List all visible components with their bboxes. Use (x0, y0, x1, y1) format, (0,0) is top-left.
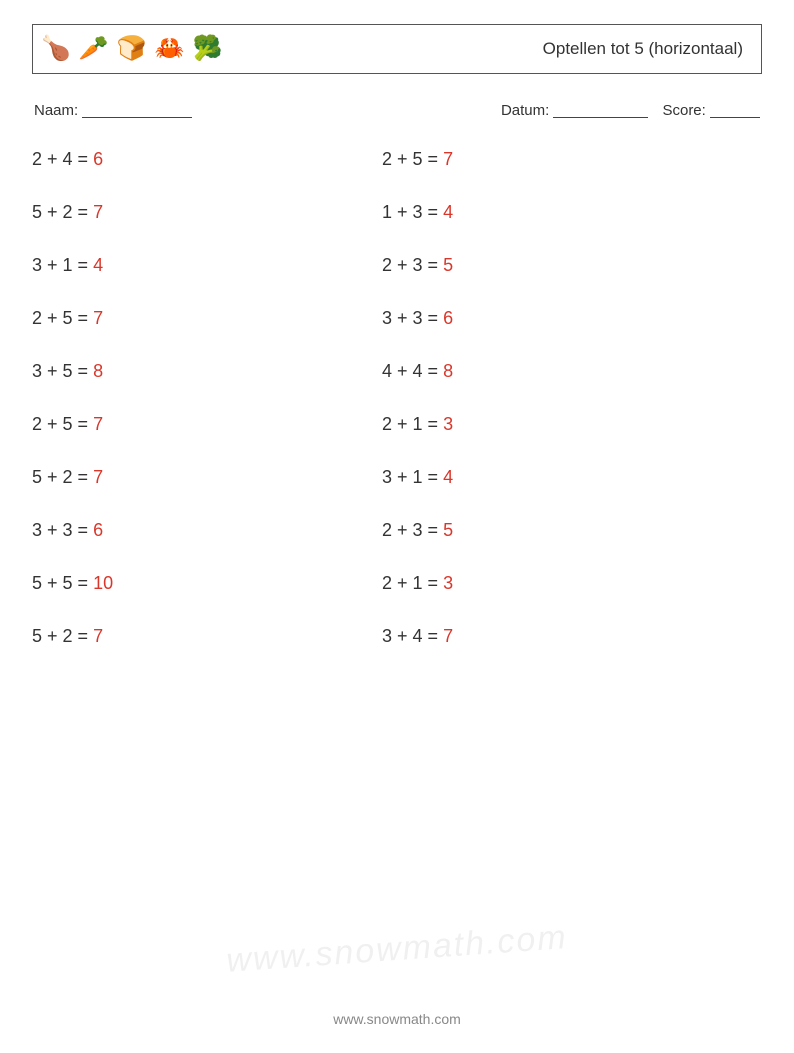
problem: 2 + 1 = 3 (382, 414, 732, 435)
problem: 2 + 5 = 7 (32, 308, 382, 329)
problem-answer: 6 (93, 520, 103, 540)
score-label: Score: (662, 102, 705, 119)
problem-expression: 2 + 4 = (32, 149, 93, 169)
problem: 2 + 5 = 7 (382, 149, 732, 170)
problem-expression: 3 + 3 = (382, 308, 443, 328)
problems-col-left: 2 + 4 = 6 5 + 2 = 7 3 + 1 = 4 2 + 5 = 7 3 + … (32, 149, 382, 679)
problem-answer: 7 (93, 467, 103, 487)
bread-icon: 🍞 (117, 37, 147, 61)
problem-expression: 3 + 5 = (32, 361, 93, 381)
name-label: Naam: (34, 102, 78, 119)
header-box: 🍗 🥕 🍞 🦀 🥦 Optellen tot 5 (horizontaal) (32, 24, 762, 74)
problem: 3 + 1 = 4 (32, 255, 382, 276)
meta-row: Naam: Datum: Score: (32, 102, 762, 119)
footer-url: www.snowmath.com (0, 1011, 794, 1027)
problem-expression: 2 + 5 = (32, 414, 93, 434)
problem-answer: 10 (93, 573, 113, 593)
problem-expression: 2 + 3 = (382, 520, 443, 540)
score-blank[interactable] (710, 117, 760, 118)
problem-expression: 2 + 1 = (382, 573, 443, 593)
problem-answer: 5 (443, 255, 453, 275)
problem-expression: 3 + 4 = (382, 626, 443, 646)
problem: 2 + 5 = 7 (32, 414, 382, 435)
problem-answer: 4 (443, 467, 453, 487)
problem: 3 + 5 = 8 (32, 361, 382, 382)
problem: 2 + 1 = 3 (382, 573, 732, 594)
problem: 5 + 5 = 10 (32, 573, 382, 594)
problem: 1 + 3 = 4 (382, 202, 732, 223)
problems-col-right: 2 + 5 = 7 1 + 3 = 4 2 + 3 = 5 3 + 3 = 6 4 + … (382, 149, 732, 679)
problem-answer: 7 (443, 149, 453, 169)
problem-expression: 5 + 5 = (32, 573, 93, 593)
problem-answer: 7 (93, 414, 103, 434)
crab-icon: 🦀 (155, 37, 185, 61)
problem-expression: 3 + 1 = (382, 467, 443, 487)
problem-answer: 3 (443, 414, 453, 434)
date-label: Datum: (501, 102, 549, 119)
problem-answer: 3 (443, 573, 453, 593)
problem-expression: 1 + 3 = (382, 202, 443, 222)
problem: 3 + 4 = 7 (382, 626, 732, 647)
problem-answer: 7 (93, 626, 103, 646)
problem: 3 + 3 = 6 (382, 308, 732, 329)
problem: 2 + 3 = 5 (382, 520, 732, 541)
problem-expression: 5 + 2 = (32, 467, 93, 487)
problem-answer: 7 (93, 202, 103, 222)
problem-answer: 7 (443, 626, 453, 646)
date-blank[interactable] (553, 117, 648, 118)
problem-expression: 3 + 1 = (32, 255, 93, 275)
problem: 3 + 3 = 6 (32, 520, 382, 541)
meta-name: Naam: (34, 102, 192, 119)
worksheet-title: Optellen tot 5 (horizontaal) (543, 39, 743, 59)
problems-grid: 2 + 4 = 65 + 2 = 73 + 1 = 42 + 5 = 73 + … (32, 149, 762, 679)
problem-answer: 8 (443, 361, 453, 381)
watermark: www.snowmath.com (225, 918, 569, 981)
problem-expression: 4 + 4 = (382, 361, 443, 381)
problem: 4 + 4 = 8 (382, 361, 732, 382)
problem: 2 + 3 = 5 (382, 255, 732, 276)
problem: 3 + 1 = 4 (382, 467, 732, 488)
problem: 2 + 4 = 6 (32, 149, 382, 170)
problem: 5 + 2 = 7 (32, 467, 382, 488)
problem-answer: 4 (443, 202, 453, 222)
meta-score: Score: (662, 102, 760, 119)
problem-answer: 6 (93, 149, 103, 169)
problem: 5 + 2 = 7 (32, 202, 382, 223)
header-icons: 🍗 🥕 🍞 🦀 🥦 (41, 37, 222, 61)
problem-expression: 2 + 1 = (382, 414, 443, 434)
carrot-icon: 🥕 (79, 37, 109, 61)
meta-date: Datum: (501, 102, 649, 119)
problem-answer: 5 (443, 520, 453, 540)
problem-expression: 5 + 2 = (32, 626, 93, 646)
problem-expression: 2 + 3 = (382, 255, 443, 275)
problem-expression: 2 + 5 = (32, 308, 93, 328)
broccoli-icon: 🥦 (193, 37, 223, 61)
problem-answer: 8 (93, 361, 103, 381)
problem-answer: 4 (93, 255, 103, 275)
chicken-leg-icon: 🍗 (41, 37, 71, 61)
problem-expression: 2 + 5 = (382, 149, 443, 169)
problem-answer: 6 (443, 308, 453, 328)
problem-answer: 7 (93, 308, 103, 328)
problem-expression: 5 + 2 = (32, 202, 93, 222)
problem: 5 + 2 = 7 (32, 626, 382, 647)
problem-expression: 3 + 3 = (32, 520, 93, 540)
name-blank[interactable] (82, 117, 192, 118)
